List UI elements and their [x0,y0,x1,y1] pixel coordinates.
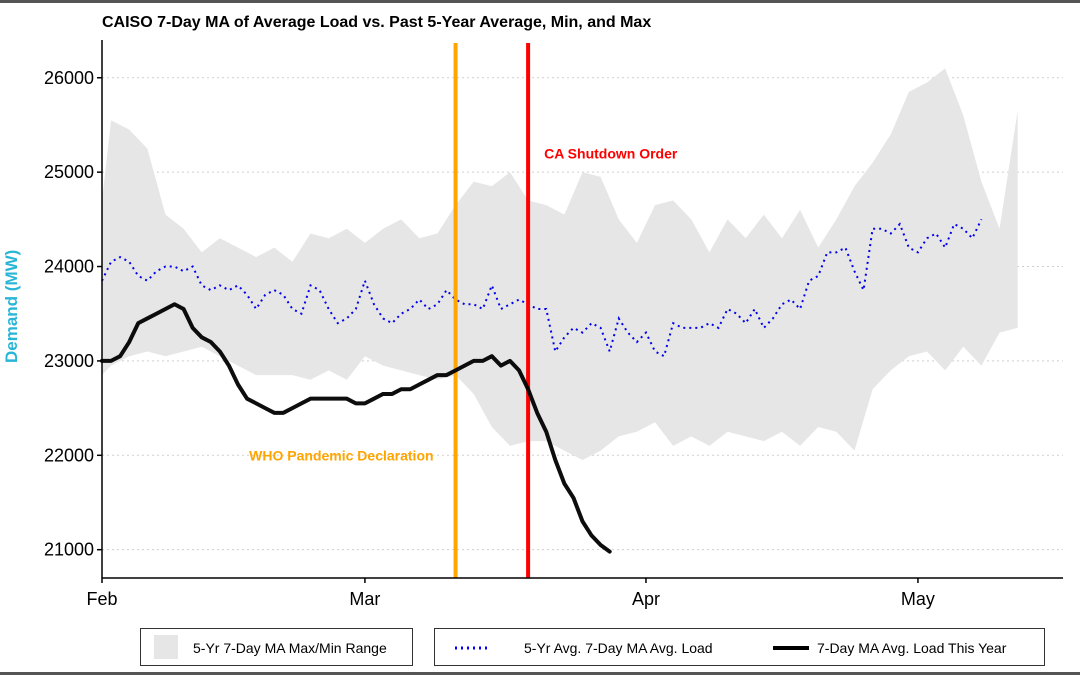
legend-current-label: 7-Day MA Avg. Load This Year [817,640,1007,656]
five-year-average-line [101,218,983,358]
y-tick-label: 26000 [44,68,94,88]
chart-title: CAISO 7-Day MA of Average Load vs. Past … [102,14,652,31]
plot-area: WHO Pandemic Declaration CA Shutdown Orde… [44,40,1063,609]
legend-dotted-swatch [455,646,491,650]
x-tick-label: Apr [632,589,660,609]
axes: 21000 22000 23000 24000 25000 26000 Feb Mar Apr M… [44,40,1063,609]
y-tick-label: 23000 [44,351,94,371]
five-year-average-layer [101,218,983,358]
legend-range-box: 5-Yr 7-Day MA Max/Min Range [140,628,413,666]
x-tick-label: Feb [86,589,117,609]
legend-average-label: 5-Yr Avg. 7-Day MA Avg. Load [524,640,713,656]
annotation-layer: WHO Pandemic Declaration CA Shutdown Orde… [249,43,678,578]
legend-range-label: 5-Yr 7-Day MA Max/Min Range [193,640,387,656]
range-ribbon-layer [102,68,1018,461]
y-tick-label: 22000 [44,445,94,465]
current-year-layer [100,302,612,554]
current-year-line [100,302,612,554]
x-tick-label: Mar [349,589,380,609]
y-tick-label: 21000 [44,540,94,560]
who-declaration-label: WHO Pandemic Declaration [249,447,433,463]
ca-shutdown-label: CA Shutdown Order [544,145,678,161]
y-tick-label: 25000 [44,162,94,182]
x-tick-label: May [901,589,935,609]
legend-solid-swatch [773,646,809,650]
legend-range-swatch [154,635,178,659]
range-ribbon [102,68,1018,461]
legend-lines-box: 5-Yr Avg. 7-Day MA Avg. Load 7-Day MA Av… [434,628,1045,666]
y-tick-label: 24000 [44,257,94,277]
